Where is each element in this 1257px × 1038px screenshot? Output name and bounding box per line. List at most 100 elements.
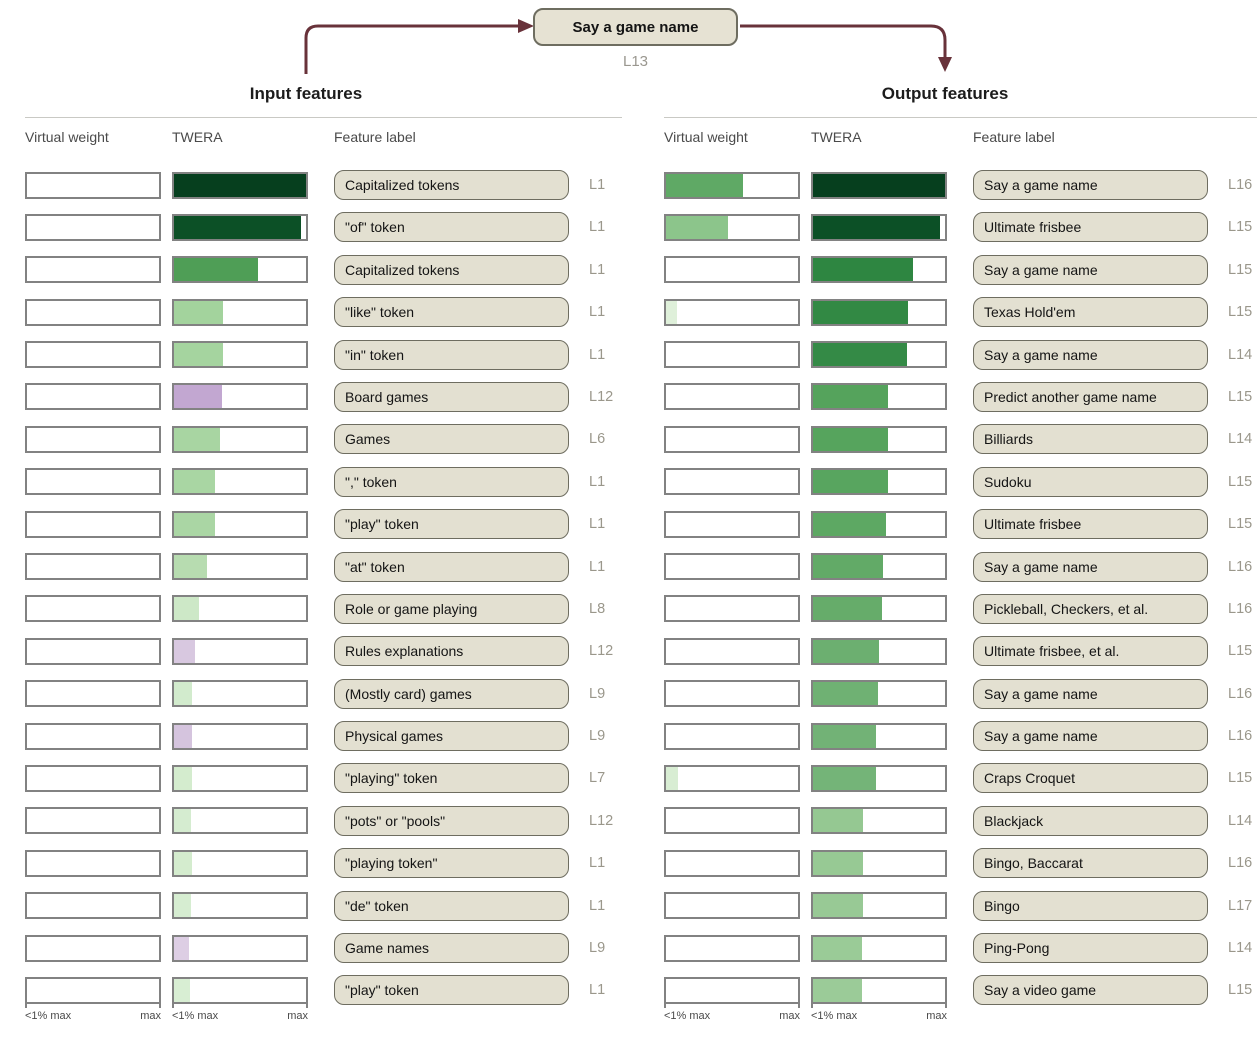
feature-row: "of" token L1 (25, 212, 622, 243)
feature-label-pill[interactable]: Blackjack (973, 805, 1208, 836)
feature-label-pill[interactable]: Pickleball, Checkers, et al. (973, 593, 1208, 624)
column-header-feature-label: Feature label (973, 129, 1055, 145)
twera-bar (811, 553, 947, 581)
virtual-weight-bar (25, 637, 161, 665)
twera-fill (174, 512, 215, 536)
twera-fill (174, 470, 215, 494)
twera-fill (813, 724, 877, 748)
layer-label: L14 (1228, 940, 1253, 957)
feature-label-pill[interactable]: Say a video game (973, 975, 1208, 1006)
twera-bar (172, 976, 308, 1004)
feature-label-pill[interactable]: Capitalized tokens (334, 254, 569, 285)
twera-bar (811, 298, 947, 326)
feature-label-pill[interactable]: Role or game playing (334, 593, 569, 624)
feature-label-pill[interactable]: Games (334, 424, 569, 455)
feature-row: Ultimate frisbee L15 (664, 212, 1257, 243)
feature-label-pill[interactable]: "pots" or "pools" (334, 805, 569, 836)
feature-label-pill[interactable]: Capitalized tokens (334, 170, 569, 200)
feature-label-pill[interactable]: Bingo, Baccarat (973, 848, 1208, 879)
feature-label-pill[interactable]: "playing token" (334, 848, 569, 879)
twera-bar (811, 341, 947, 369)
feature-label-pill[interactable]: Say a game name (973, 254, 1208, 285)
feature-label-pill[interactable]: Sudoku (973, 466, 1208, 497)
column-header-twera: TWERA (172, 129, 223, 145)
virtual-weight-bar (25, 341, 161, 369)
feature-label-pill[interactable]: Say a game name (973, 170, 1208, 200)
feature-label-pill[interactable]: Board games (334, 381, 569, 412)
feature-row: "," token L1 (25, 466, 622, 497)
layer-label: L15 (1228, 516, 1253, 533)
feature-label-pill[interactable]: Texas Hold'em (973, 297, 1208, 328)
feature-label-pill[interactable]: Game names (334, 933, 569, 964)
twera-fill (813, 385, 889, 409)
twera-fill (813, 936, 862, 960)
virtual-weight-bar (664, 510, 800, 538)
layer-label: L9 (589, 685, 606, 702)
feature-row: Craps Croquet L15 (664, 763, 1257, 794)
feature-label-pill[interactable]: Bingo (973, 890, 1208, 921)
feature-label-pill[interactable]: Say a game name (973, 678, 1208, 709)
feature-label-pill[interactable]: Ping-Pong (973, 933, 1208, 964)
feature-label-pill[interactable]: "in" token (334, 339, 569, 370)
twera-bar (172, 510, 308, 538)
feature-row: Bingo L17 (664, 890, 1257, 921)
virtual-weight-bar (25, 764, 161, 792)
axis-min-label: <1% max (25, 1010, 72, 1023)
layer-label: L1 (589, 177, 606, 193)
feature-label-pill[interactable]: "playing" token (334, 763, 569, 794)
feature-label-pill[interactable]: Ultimate frisbee, et al. (973, 636, 1208, 667)
virtual-weight-bar (664, 849, 800, 877)
twera-bar (172, 722, 308, 750)
twera-fill (813, 639, 879, 663)
twera-bar (811, 468, 947, 496)
axis-ticks (664, 1002, 800, 1009)
twera-fill (174, 809, 192, 833)
virtual-weight-bar (664, 764, 800, 792)
feature-label-pill[interactable]: "de" token (334, 890, 569, 921)
virtual-weight-bar (25, 722, 161, 750)
virtual-weight-bar (25, 553, 161, 581)
layer-label: L12 (589, 812, 614, 829)
feature-label-pill[interactable]: Say a game name (973, 551, 1208, 582)
feature-row: Role or game playing L8 (25, 593, 622, 624)
layer-label: L1 (589, 982, 606, 999)
feature-row: Ultimate frisbee L15 (664, 509, 1257, 540)
feature-label-pill[interactable]: "of" token (334, 212, 569, 243)
feature-row: Billiards L14 (664, 424, 1257, 455)
feature-label-pill[interactable]: Say a game name (973, 721, 1208, 752)
virtual-weight-bar (664, 213, 800, 241)
twera-fill (813, 215, 940, 239)
feature-label-pill[interactable]: Billiards (973, 424, 1208, 455)
layer-label: L16 (1228, 177, 1253, 193)
feature-rows: Capitalized tokens L1 "of" token L1 Capi… (25, 170, 622, 1006)
feature-label-pill[interactable]: Craps Croquet (973, 763, 1208, 794)
layer-label: L16 (1228, 685, 1253, 702)
feature-label-pill[interactable]: Rules explanations (334, 636, 569, 667)
twera-fill (174, 639, 196, 663)
virtual-weight-bar (25, 256, 161, 284)
feature-label-pill[interactable]: "at" token (334, 551, 569, 582)
twera-bar (172, 298, 308, 326)
feature-label-pill[interactable]: "," token (334, 466, 569, 497)
layer-label: L16 (1228, 728, 1253, 745)
feature-row: "in" token L1 (25, 339, 622, 370)
twera-fill (813, 173, 945, 197)
virtual-weight-bar (664, 341, 800, 369)
flow-arrows (304, 19, 952, 74)
twera-fill (174, 173, 306, 197)
column-header-feature-label: Feature label (334, 129, 416, 145)
feature-label-pill[interactable]: Ultimate frisbee (973, 212, 1208, 243)
feature-label-pill[interactable]: Ultimate frisbee (973, 509, 1208, 540)
feature-label-pill[interactable]: Physical games (334, 721, 569, 752)
feature-label-pill[interactable]: Predict another game name (973, 381, 1208, 412)
twera-fill (174, 851, 193, 875)
feature-label-pill[interactable]: "like" token (334, 297, 569, 328)
feature-label-pill[interactable]: (Mostly card) games (334, 678, 569, 709)
feature-row: Say a game name L16 (664, 721, 1257, 752)
panel-title-input: Input features (249, 84, 363, 103)
central-feature-node[interactable]: Say a game name (533, 8, 738, 46)
feature-label-pill[interactable]: "play" token (334, 975, 569, 1006)
feature-label-pill[interactable]: Say a game name (973, 339, 1208, 370)
layer-label: L1 (589, 261, 606, 278)
feature-label-pill[interactable]: "play" token (334, 509, 569, 540)
